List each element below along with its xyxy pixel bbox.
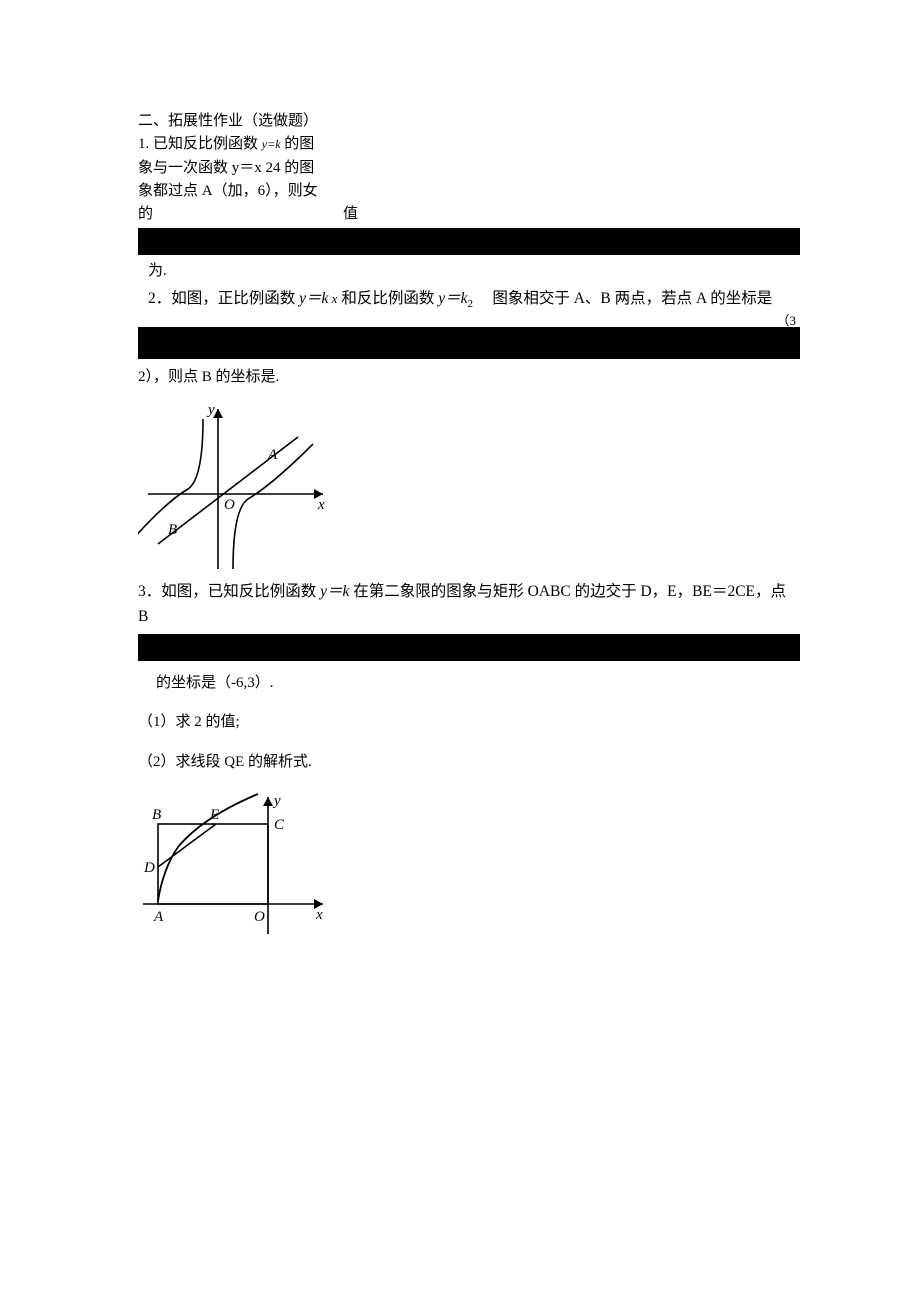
q1-answer-prefix: 为. [138, 259, 800, 285]
q3-graph-svg: B E C D A O x y [138, 789, 338, 939]
axis-y-label: y [206, 402, 215, 418]
q1-line4: 的 值 [138, 203, 358, 226]
pt-d: D [143, 860, 155, 876]
q3-line1: 3．如图，已知反比例函数 y＝k 在第二象限的图象与矩形 OABC 的边交于 D… [138, 580, 800, 630]
q2-graph: y x O A B [138, 399, 800, 574]
q1-line2: 象与一次函数 y＝x 24 的图 [138, 157, 358, 180]
point-b-label: B [168, 522, 177, 538]
q3-sub1: （1）求 2 的值; [138, 710, 800, 736]
q1-line1: 1. 已知反比例函数 y=k 的图 [138, 133, 358, 156]
redaction-bar-1 [138, 228, 800, 255]
q2-line1: 2．如图，正比例函数 y＝k x 和反比例函数 y＝k2 图象相交于 A、B 两… [138, 287, 800, 314]
q2-line2: 2），则点 B 的坐标是. [138, 365, 800, 391]
pt-o: O [254, 909, 265, 925]
q3-graph: B E C D A O x y [138, 789, 800, 939]
redaction-bar-2 [138, 327, 800, 359]
origin-label: O [224, 497, 235, 513]
pt-b: B [152, 807, 161, 823]
q2-paren-fragment: （3 [138, 313, 800, 325]
pt-a: A [153, 909, 164, 925]
section-title: 二、拓展性作业（选做题） [138, 110, 358, 133]
q3-sub2: （2）求线段 QE 的解析式. [138, 750, 800, 776]
axis-x-label: x [317, 497, 325, 513]
redaction-bar-3 [138, 634, 800, 661]
q1-block: 二、拓展性作业（选做题） 1. 已知反比例函数 y=k 的图 象与一次函数 y＝… [138, 110, 358, 226]
point-a-label: A [267, 447, 278, 463]
axis-x2: x [315, 907, 323, 923]
q3-coord: 的坐标是（-6,3）. [138, 671, 800, 697]
pt-c: C [274, 817, 285, 833]
axis-y2: y [272, 793, 281, 809]
q2-graph-svg: y x O A B [138, 399, 338, 574]
pt-e: E [209, 807, 219, 823]
q1-line3: 象都过点 A（加，6），则女 [138, 180, 358, 203]
